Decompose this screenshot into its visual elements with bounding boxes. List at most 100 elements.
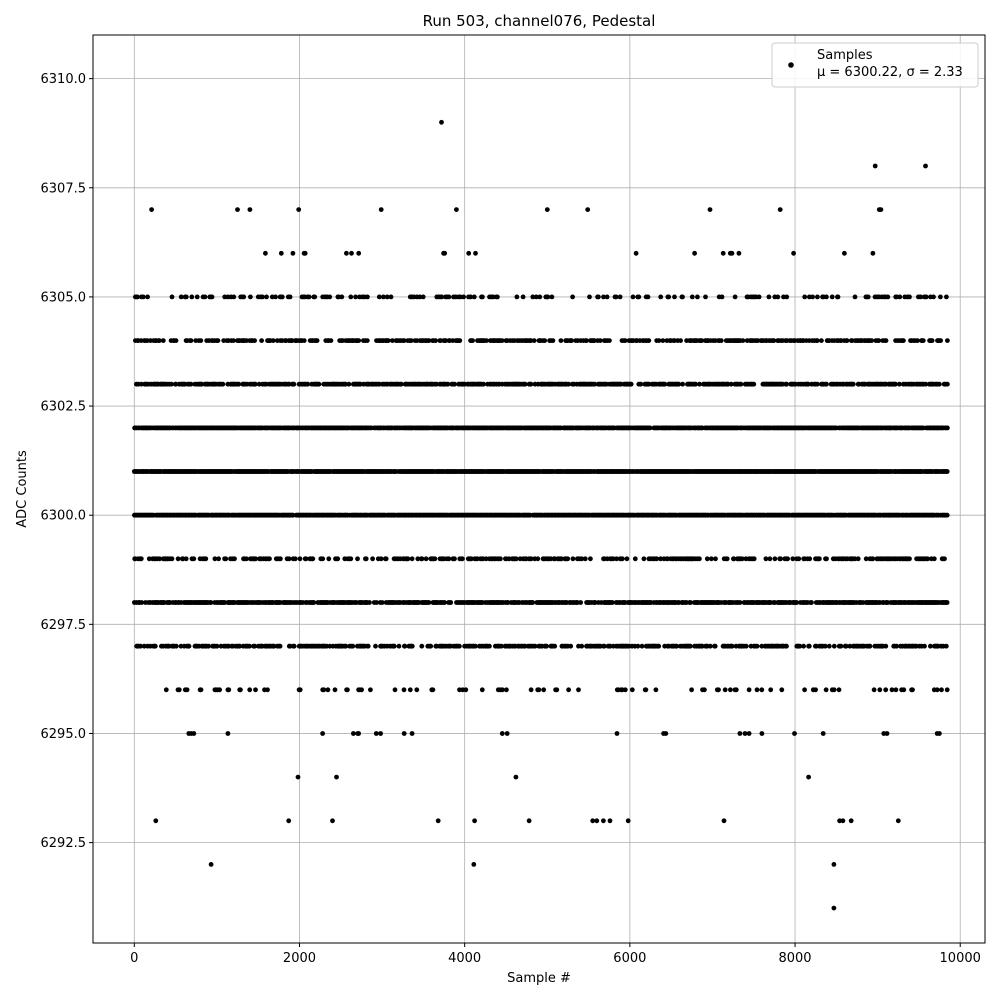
data-point (796, 556, 802, 562)
data-point (183, 556, 189, 562)
data-point (565, 556, 571, 562)
data-point (407, 687, 413, 693)
data-point (473, 643, 478, 649)
data-point (188, 338, 194, 343)
data-point (439, 119, 444, 125)
data-point (784, 294, 790, 300)
data-point (498, 556, 503, 562)
data-point (576, 687, 581, 693)
data-point (344, 250, 349, 256)
data-point (592, 600, 598, 605)
data-point (628, 381, 634, 387)
data-point (590, 818, 596, 824)
y-tick-label: 6295.0 (41, 727, 87, 742)
data-point (848, 818, 854, 824)
data-point (381, 294, 386, 300)
data-point (396, 643, 402, 649)
data-point (922, 643, 927, 649)
data-point (194, 294, 200, 300)
data-point (850, 381, 856, 387)
data-point (297, 556, 303, 562)
data-point (252, 643, 258, 649)
y-tick-label: 6305.0 (41, 290, 87, 305)
data-point (656, 338, 662, 343)
data-point (802, 294, 808, 300)
data-point (483, 556, 489, 562)
data-point (920, 338, 926, 343)
data-point (584, 338, 589, 343)
data-point (806, 643, 812, 649)
data-point (356, 338, 362, 343)
data-point (473, 250, 478, 256)
data-point (895, 818, 901, 824)
data-point (528, 338, 534, 343)
data-point (674, 643, 680, 649)
data-point (332, 687, 338, 693)
data-point (225, 731, 231, 736)
data-point (532, 643, 538, 649)
data-point (522, 381, 528, 387)
data-point (835, 294, 841, 300)
data-point (736, 250, 742, 256)
data-point (237, 643, 243, 649)
data-point (831, 643, 837, 649)
data-point (311, 600, 317, 605)
data-point (138, 643, 144, 649)
data-point (923, 163, 928, 169)
data-point (728, 381, 734, 387)
data-point (423, 556, 429, 562)
data-point (751, 381, 757, 387)
data-point (870, 250, 876, 256)
data-point (806, 774, 811, 780)
y-tick-label: 6297.5 (41, 618, 87, 633)
data-point (445, 381, 451, 387)
data-point (756, 294, 762, 300)
data-point (824, 381, 829, 387)
data-point (697, 556, 702, 562)
data-point (442, 600, 447, 605)
data-point (409, 556, 415, 562)
data-point (837, 818, 842, 824)
data-point (244, 556, 249, 562)
data-point (660, 338, 666, 343)
data-point (513, 774, 519, 780)
data-point (203, 556, 209, 562)
data-point (388, 294, 394, 300)
data-point (840, 818, 846, 824)
data-point (279, 294, 285, 300)
data-point (688, 600, 693, 605)
data-point (629, 687, 635, 693)
data-point (405, 556, 411, 562)
data-point (591, 338, 597, 343)
data-point (883, 687, 889, 693)
data-point (292, 556, 298, 562)
data-point (533, 294, 539, 300)
data-point (654, 556, 660, 562)
legend: Samples μ = 6300.22, σ = 2.33 (771, 42, 979, 88)
data-point (481, 381, 486, 387)
data-point (305, 381, 311, 387)
data-point (934, 687, 940, 693)
data-point (614, 556, 619, 562)
data-point (622, 687, 628, 693)
data-point (178, 294, 184, 300)
data-point (267, 556, 272, 562)
data-point (931, 556, 937, 562)
data-point (448, 600, 454, 605)
data-point (528, 687, 534, 693)
data-point (635, 643, 641, 649)
data-point (826, 643, 832, 649)
data-point (530, 600, 536, 605)
data-point (356, 250, 362, 256)
data-point (466, 250, 472, 256)
data-point (420, 294, 426, 300)
data-point (183, 294, 189, 300)
data-point (169, 381, 174, 387)
data-point (364, 338, 370, 343)
data-point (160, 338, 166, 343)
data-point (713, 556, 718, 562)
data-point (365, 294, 370, 300)
data-point (944, 512, 950, 518)
data-point (226, 687, 232, 693)
